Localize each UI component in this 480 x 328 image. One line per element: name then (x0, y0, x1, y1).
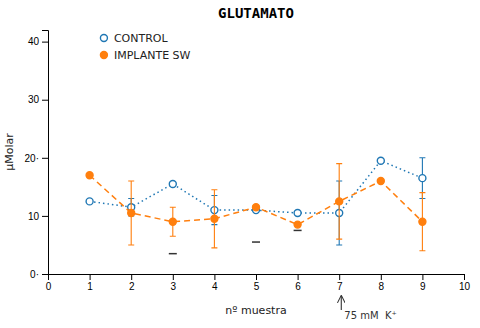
x-tick-label: 4 (212, 281, 218, 292)
x-tick: 10 (459, 274, 471, 292)
error-bar (128, 181, 134, 245)
legend-marker (100, 35, 107, 42)
x-tick: 0 (46, 274, 52, 292)
x-tick-mark (131, 274, 132, 280)
point (294, 210, 301, 217)
point (86, 198, 93, 205)
point (211, 215, 218, 222)
x-tick-mark (214, 274, 215, 280)
y-tick: 0· (30, 269, 48, 280)
legend-item: IMPLANTE SW (100, 49, 190, 62)
error-bar (419, 193, 425, 251)
x-tick-label: 0 (46, 281, 52, 292)
point (377, 157, 384, 164)
legend-label: IMPLANTE SW (114, 49, 191, 62)
x-tick: 4 (212, 274, 218, 292)
x-tick-label: 6 (295, 281, 301, 292)
x-tick-label: 3 (171, 281, 177, 292)
y-tick-label: 40 (28, 36, 40, 47)
point (419, 218, 426, 225)
y-tick-mark (42, 274, 48, 275)
y-tick-mark (42, 100, 48, 101)
stat-mark (169, 253, 177, 255)
x-axis-line (49, 275, 465, 281)
y-tick-mark (42, 42, 48, 43)
x-tick: 5 (254, 274, 260, 292)
point (419, 175, 426, 182)
y-axis: 0· 10 20· 30 40 (25, 31, 49, 280)
stat-mark (294, 230, 302, 232)
x-tick-mark (464, 274, 465, 280)
x-tick: 9 (420, 274, 426, 292)
stat-mark (252, 241, 260, 243)
x-tick-mark (339, 274, 340, 280)
y-tick-label: 30 (28, 94, 40, 105)
point (336, 198, 343, 205)
point (86, 172, 93, 179)
y-tick-mark (42, 158, 48, 159)
error-bar (170, 207, 176, 236)
y-tick: 40 (28, 36, 48, 47)
x-tick-label: 1 (87, 281, 93, 292)
series-line (90, 161, 423, 213)
error-bars (87, 164, 426, 251)
x-tick-label: 9 (420, 281, 426, 292)
y-tick-label: 20· (25, 153, 39, 164)
point (253, 204, 260, 211)
error-bar (211, 190, 217, 248)
x-tick: 7 (337, 274, 343, 292)
legend-item: CONTROL (100, 32, 168, 45)
x-axis-title: nº muestra (225, 304, 286, 317)
y-axis-line (42, 31, 49, 275)
x-tick-label: 2 (129, 281, 135, 292)
x-tick-label: 10 (459, 281, 471, 292)
error-bars (87, 158, 426, 245)
x-tick: 2 (129, 274, 135, 292)
y-tick: 30 (28, 94, 48, 105)
y-tick: 20· (25, 153, 48, 164)
x-tick-label: 8 (379, 281, 385, 292)
y-tick: 10 (28, 211, 48, 222)
x-tick-mark (422, 274, 423, 280)
series-line (90, 175, 423, 224)
x-tick: 8 (379, 274, 385, 292)
y-tick-mark (42, 216, 48, 217)
chart-container: 0 1 2 3 4 5 6 7 8 9 10 0· 10 20· 30 40 CONTROL IMPLANTE S… (0, 0, 480, 328)
stat-marks (169, 230, 302, 253)
point (169, 180, 176, 187)
x-tick-mark (298, 274, 299, 280)
error-bar (336, 164, 342, 240)
point (377, 178, 384, 185)
x-axis: 0 1 2 3 4 5 6 7 8 9 10 (46, 274, 471, 292)
x-tick-label: 7 (337, 281, 343, 292)
x-tick-label: 5 (254, 281, 260, 292)
data-layer (86, 157, 426, 253)
y-tick-label: 0· (30, 269, 39, 280)
point (169, 218, 176, 225)
points (86, 157, 426, 216)
x-tick-mark (173, 274, 174, 280)
title: GLUTAMATO (218, 5, 294, 21)
annotation-text: 75 mM K⁺ (344, 310, 396, 321)
legend: CONTROL IMPLANTE SW (100, 32, 190, 62)
y-axis-title: μMolar (3, 133, 16, 171)
x-tick-mark (256, 274, 257, 280)
x-tick: 6 (295, 274, 301, 292)
chart-svg: 0 1 2 3 4 5 6 7 8 9 10 0· 10 20· 30 40 CONTROL IMPLANTE S… (0, 0, 480, 328)
point (128, 210, 135, 217)
x-tick: 3 (171, 274, 177, 292)
x-tick: 1 (87, 274, 93, 292)
x-tick-mark (90, 274, 91, 280)
point (294, 221, 301, 228)
annotation-arrow (341, 296, 342, 310)
legend-label: CONTROL (114, 32, 169, 45)
y-tick-label: 10 (28, 211, 40, 222)
legend-marker (100, 52, 107, 59)
plot: 0 1 2 3 4 5 6 7 8 9 10 0· 10 20· 30 40 CONTROL IMPLANTE S… (25, 31, 471, 322)
points (86, 172, 426, 228)
x-tick-mark (381, 274, 382, 280)
